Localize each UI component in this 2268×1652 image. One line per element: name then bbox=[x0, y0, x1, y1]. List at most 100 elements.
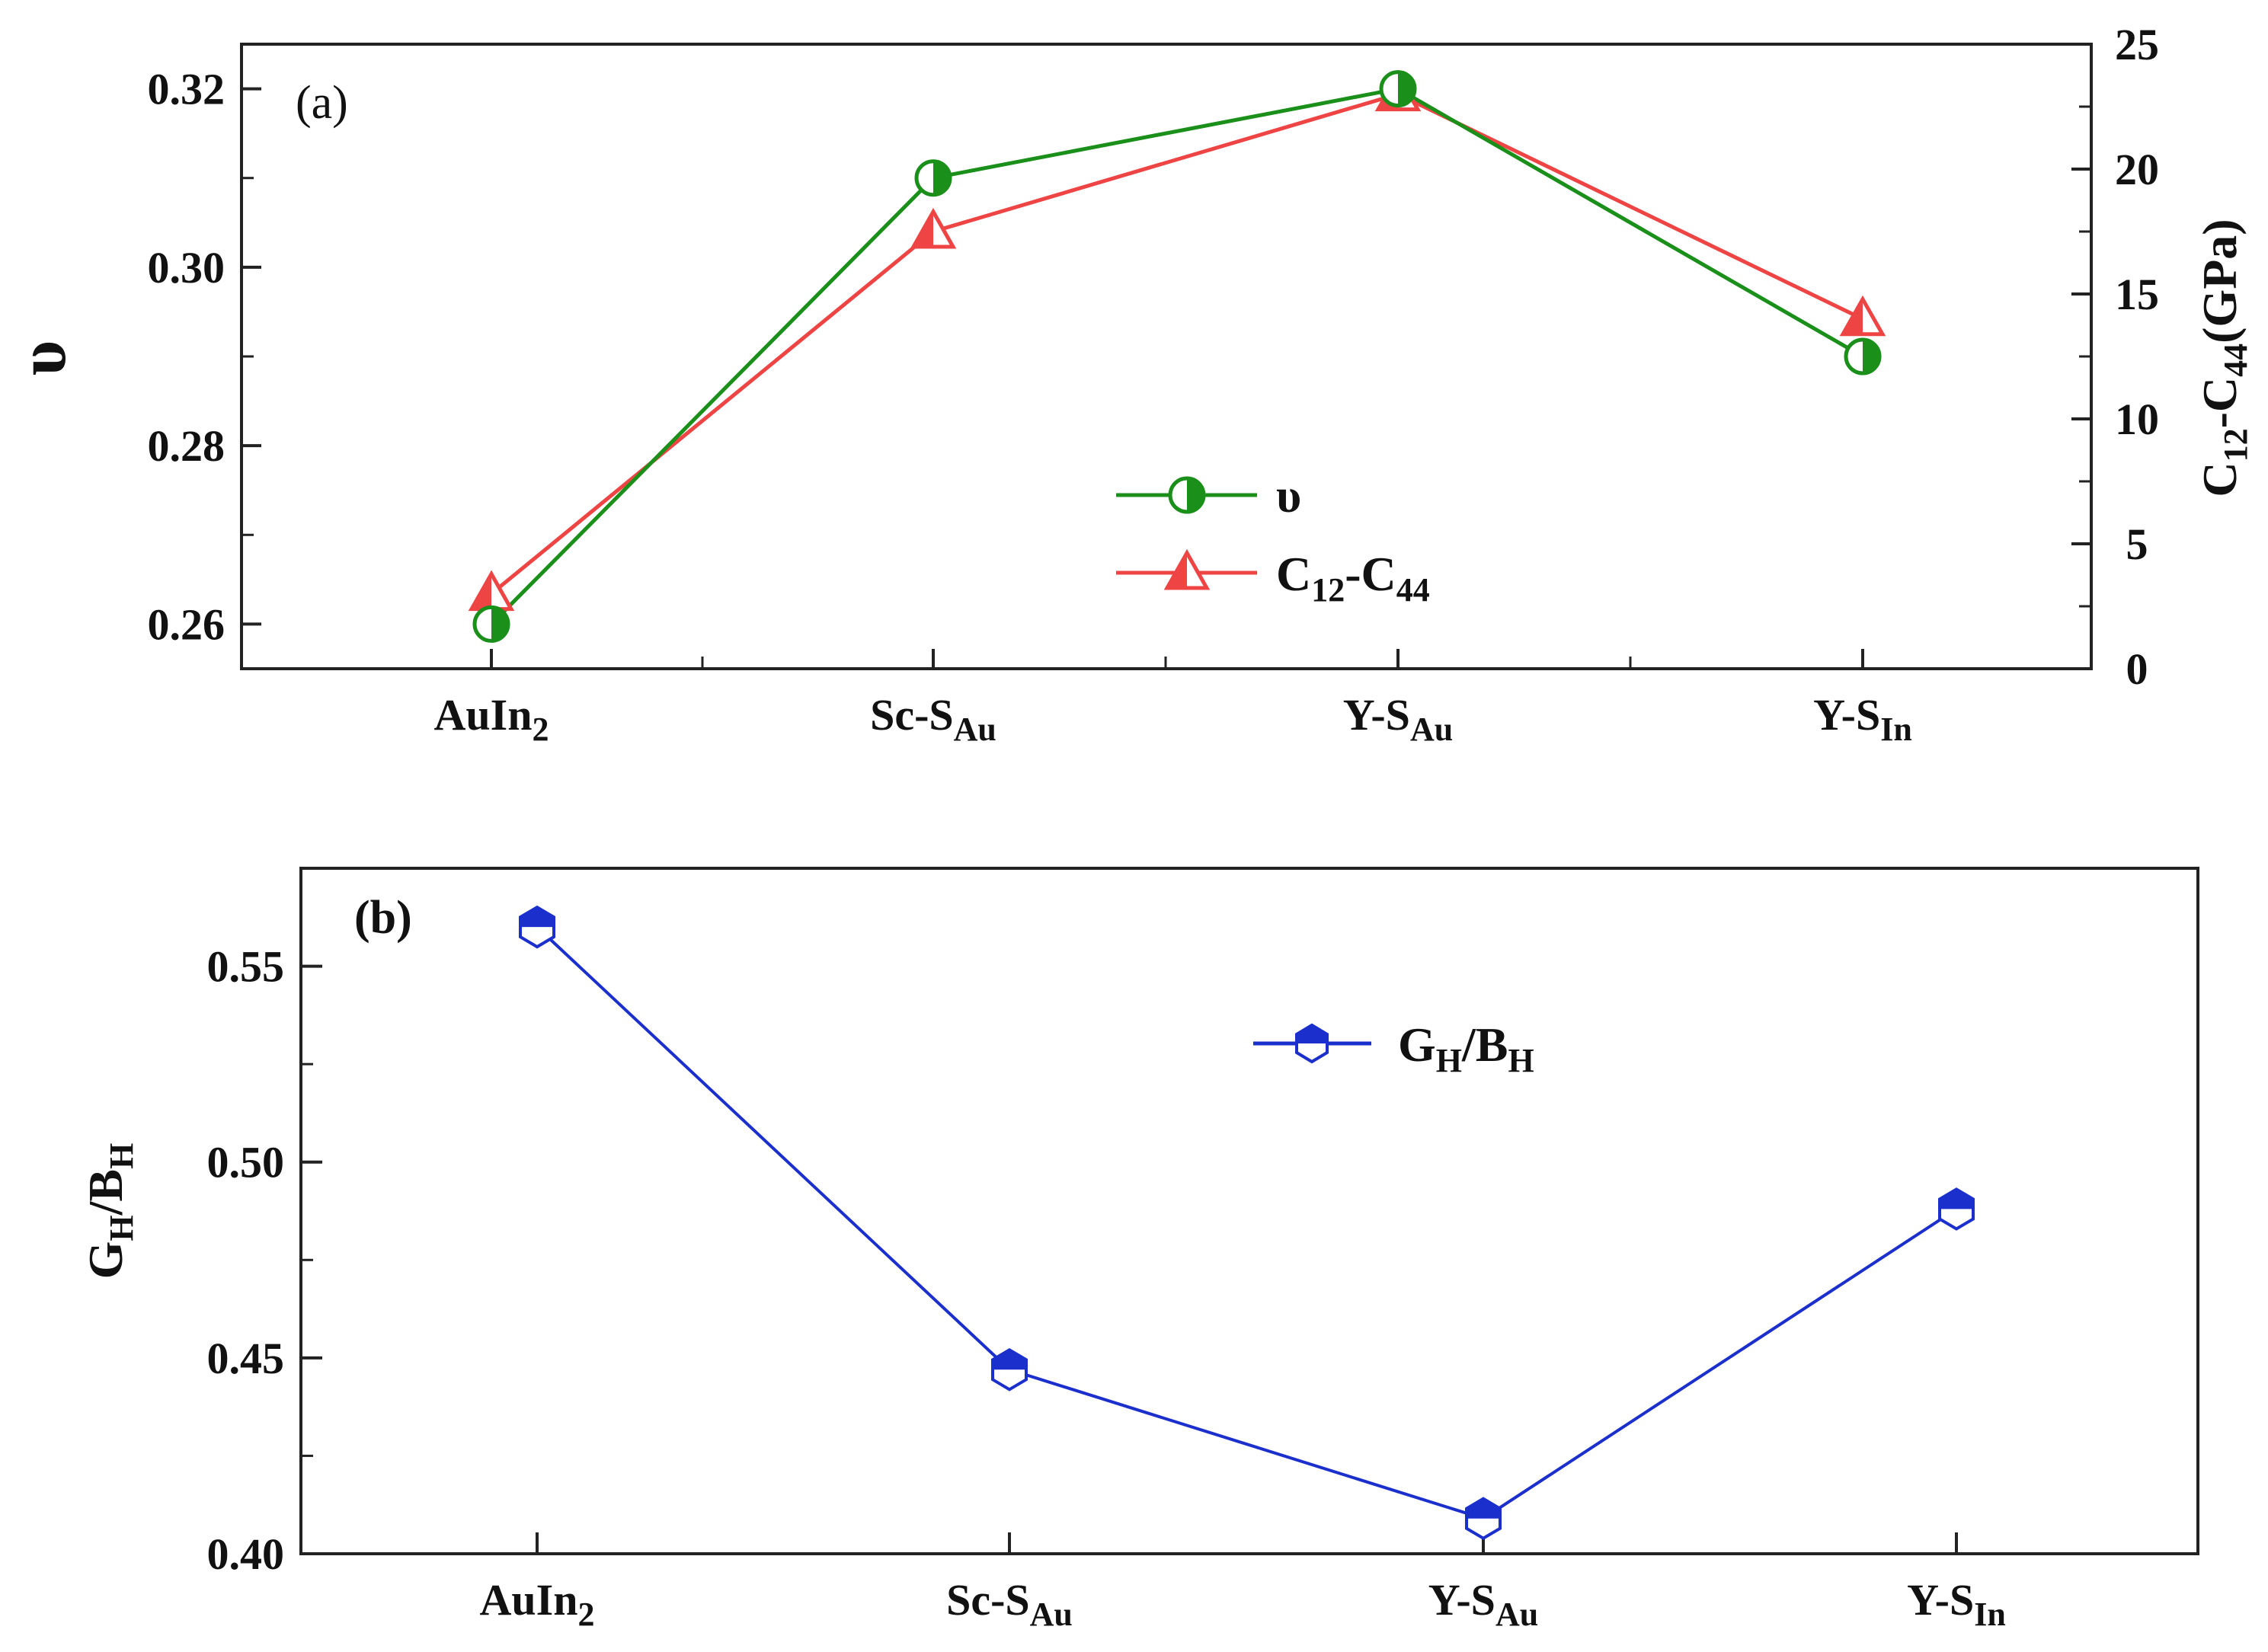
right-title-c2: -C bbox=[2193, 377, 2247, 429]
legend-label-gb: GH/BH bbox=[1398, 1018, 1534, 1079]
panel-b-legend: GH/BH bbox=[1253, 1018, 1534, 1079]
b-y-tick-label-3: 0.55 bbox=[207, 942, 285, 992]
b-x-tick-label-1-sub: Au bbox=[1030, 1596, 1073, 1633]
legend-c12c44-sub1: 12 bbox=[1311, 571, 1345, 609]
a-y-left-tick-label-3: 0.32 bbox=[148, 65, 226, 114]
legend-gb-g: G bbox=[1398, 1018, 1436, 1072]
gb-point-0 bbox=[519, 905, 555, 949]
a-x-tick-label-1-sub: Au bbox=[954, 711, 996, 748]
panel-b-frame bbox=[299, 867, 2199, 1555]
legend-gb-sub1: H bbox=[1436, 1042, 1462, 1079]
nu-point-2 bbox=[1379, 70, 1417, 108]
legend-gb-b: /B bbox=[1461, 1018, 1508, 1072]
b-x-tick-label-1: Sc-SAu bbox=[946, 1575, 1073, 1633]
a-x-tick-label-1: Sc-SAu bbox=[870, 690, 996, 748]
panel-a: AuIn2 Sc-SAu Y-SAu Y-SIn 0.260.280.300.32 0… bbox=[5, 20, 2254, 748]
panel-a-label: (a) bbox=[296, 77, 348, 129]
nu-point-fill-1 bbox=[933, 161, 950, 195]
b-title-b: /B bbox=[78, 1169, 133, 1216]
gb-point-2 bbox=[1465, 1497, 1502, 1541]
gb-point-fill-0 bbox=[520, 907, 554, 928]
a-x-tick-label-2-base: Y-S bbox=[1343, 690, 1410, 740]
legend-marker-c12c44 bbox=[1163, 548, 1211, 590]
panel-b: AuIn2 Sc-SAu Y-SAu Y-SIn 0.400.450.500.55 (… bbox=[78, 867, 2199, 1633]
gb-point-fill-3 bbox=[1940, 1189, 1973, 1209]
a-y-left-tick-label-1: 0.28 bbox=[148, 421, 226, 471]
panel-a-legend: υ C12-C44 bbox=[1116, 468, 1430, 609]
panel-b-y-ticks: 0.40 0.45 0.50 0.55 bbox=[207, 942, 322, 1579]
right-title-sub1: 12 bbox=[2217, 428, 2254, 462]
gb-point-fill-2 bbox=[1467, 1498, 1500, 1519]
panel-a-y-ticks-left: 0.26 0.28 0.30 0.32 bbox=[148, 65, 261, 649]
a-x-tick-label-2: Y-SAu bbox=[1343, 690, 1453, 748]
a-y-right-tick-label-4: 20 bbox=[2115, 145, 2159, 194]
a-x-tick-label-0-base: AuIn bbox=[434, 690, 533, 740]
b-y-tick-label-0: 0.40 bbox=[207, 1529, 285, 1579]
legend-c12c44-c2: -C bbox=[1345, 547, 1396, 601]
b-title-sub1: H bbox=[103, 1215, 140, 1241]
b-x-tick-label-0-base: AuIn bbox=[480, 1575, 578, 1625]
b-y-tick-label-1: 0.45 bbox=[207, 1334, 285, 1383]
b-x-tick-label-2-base: Y-S bbox=[1428, 1575, 1495, 1625]
b-x-tick-label-0-sub: 2 bbox=[577, 1596, 594, 1633]
legend-label-c12c44: C12-C44 bbox=[1276, 547, 1430, 609]
c12c44-point-fill-1 bbox=[913, 212, 933, 247]
c12c44-point-fill-3 bbox=[1843, 299, 1863, 334]
a-y-right-tick-label-2: 10 bbox=[2115, 395, 2159, 444]
b-x-tick-label-3-sub: In bbox=[1974, 1596, 2006, 1633]
a-y-left-tick-label-0: 0.26 bbox=[148, 599, 226, 649]
b-x-tick-label-2: Y-SAu bbox=[1428, 1575, 1538, 1633]
nu-point-0 bbox=[472, 605, 510, 643]
c12c44-point-fill-0 bbox=[472, 574, 491, 609]
a-y-left-tick-label-2: 0.30 bbox=[148, 243, 226, 292]
a-y-right-tick-label-3: 15 bbox=[2115, 270, 2159, 319]
right-title-sub2: 44 bbox=[2217, 344, 2254, 377]
panel-b-x-ticks: AuIn2 Sc-SAu Y-SAu Y-SIn bbox=[480, 1532, 2006, 1633]
legend-c12c44-sub2: 44 bbox=[1396, 571, 1430, 609]
b-x-tick-label-3-base: Y-S bbox=[1907, 1575, 1974, 1625]
a-x-tick-label-0: AuIn2 bbox=[434, 690, 549, 748]
c12c44-point-0 bbox=[468, 570, 515, 612]
gb-point-fill-1 bbox=[993, 1350, 1026, 1370]
legend-marker-nu bbox=[1168, 476, 1206, 514]
panel-b-y-axis-title: GH/BH bbox=[78, 1143, 140, 1280]
panel-a-y-axis-title-left: υ bbox=[5, 340, 80, 376]
legend-label-nu: υ bbox=[1276, 468, 1301, 522]
b-title-g: G bbox=[78, 1241, 133, 1280]
panel-a-series bbox=[468, 70, 1886, 643]
a-y-right-tick-label-5: 25 bbox=[2115, 20, 2159, 69]
a-x-tick-label-3: Y-SIn bbox=[1813, 690, 1912, 748]
panel-a-y-ticks-right: 0 5 10 15 20 25 bbox=[2071, 20, 2159, 694]
panel-b-label: (b) bbox=[354, 892, 412, 944]
b-x-tick-label-1-base: Sc-S bbox=[946, 1575, 1030, 1625]
a-x-tick-label-2-sub: Au bbox=[1410, 711, 1453, 748]
a-y-right-tick-label-0: 0 bbox=[2126, 644, 2148, 694]
b-x-tick-label-3: Y-SIn bbox=[1907, 1575, 2006, 1633]
b-x-tick-label-0: AuIn2 bbox=[480, 1575, 595, 1633]
nu-point-fill-2 bbox=[1398, 72, 1415, 106]
a-x-tick-label-3-base: Y-S bbox=[1813, 690, 1880, 740]
c12c44-point-3 bbox=[1839, 295, 1886, 337]
a-x-tick-label-1-base: Sc-S bbox=[870, 690, 954, 740]
panel-b-series bbox=[519, 905, 1975, 1541]
nu-point-fill-0 bbox=[491, 607, 508, 641]
gb-point-1 bbox=[991, 1347, 1028, 1392]
panel-a-y-axis-title-right: C12-C44(GPa) bbox=[2193, 219, 2254, 497]
b-title-sub2: H bbox=[103, 1143, 140, 1169]
a-x-tick-label-0-sub: 2 bbox=[532, 711, 549, 748]
legend-marker-gb bbox=[1295, 1023, 1329, 1064]
series-c12c44-line bbox=[490, 91, 1864, 596]
nu-point-fill-3 bbox=[1863, 340, 1879, 373]
legend-c12c44-c1: C bbox=[1276, 547, 1311, 601]
series-nu-line bbox=[490, 86, 1864, 626]
c12c44-point-1 bbox=[910, 207, 957, 249]
gb-point-3 bbox=[1938, 1187, 1975, 1231]
b-x-tick-label-2-sub: Au bbox=[1495, 1596, 1538, 1633]
nu-point-3 bbox=[1844, 337, 1882, 375]
panel-a-x-ticks: AuIn2 Sc-SAu Y-SAu Y-SIn bbox=[434, 649, 1912, 748]
right-title-c1: C bbox=[2193, 462, 2247, 497]
legend-gb-sub2: H bbox=[1508, 1042, 1534, 1079]
b-y-tick-label-2: 0.50 bbox=[207, 1138, 285, 1187]
